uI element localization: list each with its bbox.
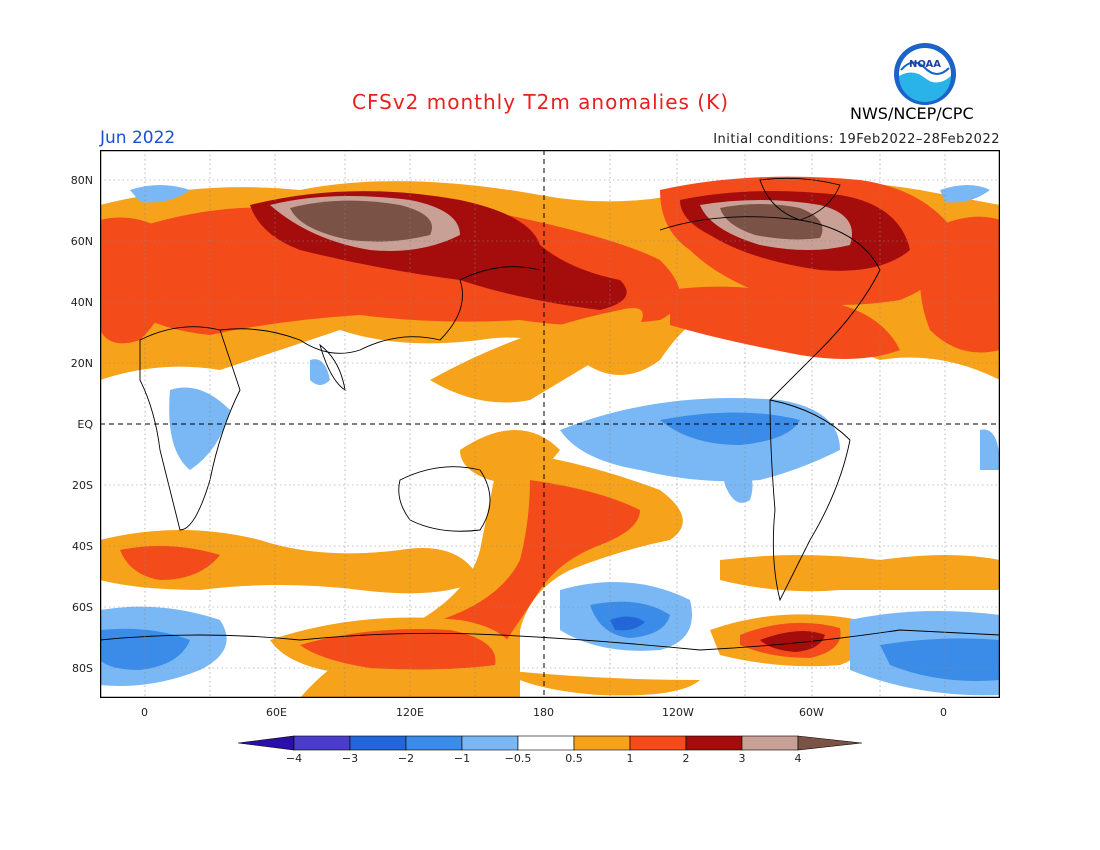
colorbar-segment — [293, 735, 351, 751]
colorbar-segment — [461, 735, 519, 751]
colorbar-segment — [517, 735, 575, 751]
colorbar-label: 1 — [626, 752, 634, 765]
organization-label: NWS/NCEP/CPC — [850, 104, 974, 123]
colorbar-segment — [405, 735, 463, 751]
lon-label: 120E — [396, 706, 424, 719]
lon-label: 180 — [533, 706, 554, 719]
lat-label: 20S — [72, 479, 93, 492]
svg-text:NOAA: NOAA — [909, 59, 941, 70]
colorbar-label: −4 — [285, 752, 303, 765]
colorbar-label: −2 — [397, 752, 415, 765]
colorbar-label: −0.5 — [504, 752, 532, 765]
temperature-anomaly-map — [100, 150, 1000, 698]
noaa-logo: NOAA — [894, 43, 956, 105]
colorbar-segment — [797, 735, 862, 751]
chart-title: CFSv2 monthly T2m anomalies (K) — [352, 90, 729, 114]
lat-label: 40N — [70, 296, 93, 309]
lon-label: 120W — [662, 706, 694, 719]
colorbar-segment — [349, 735, 407, 751]
colorbar-label: 0.5 — [565, 752, 583, 765]
lon-label: 60W — [799, 706, 824, 719]
colorbar-segment — [741, 735, 799, 751]
lat-label: 60N — [70, 235, 93, 248]
colorbar-label: 3 — [738, 752, 746, 765]
colorbar-label: −3 — [341, 752, 359, 765]
colorbar-label: 2 — [682, 752, 690, 765]
lat-label: 80N — [70, 174, 93, 187]
lat-label: EQ — [77, 418, 93, 431]
colorbar-segment — [238, 735, 295, 751]
colorbar-label: 4 — [794, 752, 802, 765]
lat-label: 40S — [72, 540, 93, 553]
colorbar-label: −1 — [453, 752, 471, 765]
colorbar-segment — [573, 735, 631, 751]
lat-label: 60S — [72, 601, 93, 614]
lon-label: 60E — [266, 706, 287, 719]
lat-label: 80S — [72, 662, 93, 675]
initial-conditions: Initial conditions: 19Feb2022–28Feb2022 — [713, 132, 1000, 147]
colorbar-segment — [629, 735, 687, 751]
lat-label: 20N — [70, 357, 93, 370]
colorbar-segment — [685, 735, 743, 751]
lon-label: 0 — [141, 706, 148, 719]
lon-label: 0 — [940, 706, 947, 719]
colorbar — [238, 735, 862, 751]
forecast-month: Jun 2022 — [100, 128, 176, 148]
